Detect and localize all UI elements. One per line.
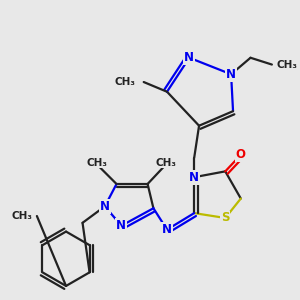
Text: CH₃: CH₃ (115, 77, 136, 87)
Text: N: N (184, 51, 194, 64)
Text: CH₃: CH₃ (11, 211, 32, 221)
Text: CH₃: CH₃ (155, 158, 176, 168)
Text: N: N (226, 68, 236, 81)
Text: N: N (100, 200, 110, 213)
Text: N: N (162, 223, 172, 236)
Text: CH₃: CH₃ (87, 158, 108, 168)
Text: N: N (189, 171, 199, 184)
Text: O: O (236, 148, 246, 161)
Text: S: S (221, 212, 230, 224)
Text: N: N (116, 219, 126, 232)
Text: CH₃: CH₃ (277, 60, 298, 70)
